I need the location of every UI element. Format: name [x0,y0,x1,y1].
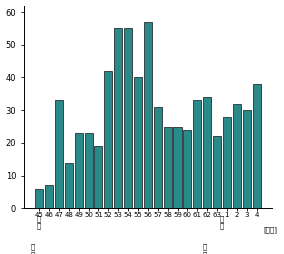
Text: 昭
和: 昭 和 [31,244,35,254]
Bar [223,117,231,208]
Text: 平
成: 平 成 [220,215,224,229]
Bar [193,100,201,208]
Bar [45,185,53,208]
Bar [174,126,181,208]
Bar [104,71,112,208]
Bar [35,189,43,208]
Bar [55,100,63,208]
Bar [114,28,122,208]
Bar [213,136,221,208]
Bar [154,107,162,208]
Bar [65,163,73,208]
Bar [233,104,241,208]
Bar [85,133,93,208]
Text: 平
成: 平 成 [202,244,206,254]
Bar [94,146,103,208]
Bar [75,133,83,208]
Bar [164,126,172,208]
Bar [252,84,261,208]
Bar [203,97,211,208]
Text: [年度]: [年度] [264,226,277,233]
Bar [183,130,191,208]
Bar [243,110,251,208]
Bar [124,28,132,208]
Bar [134,77,142,208]
Text: 昭
和: 昭 和 [37,215,41,229]
Bar [144,22,152,208]
